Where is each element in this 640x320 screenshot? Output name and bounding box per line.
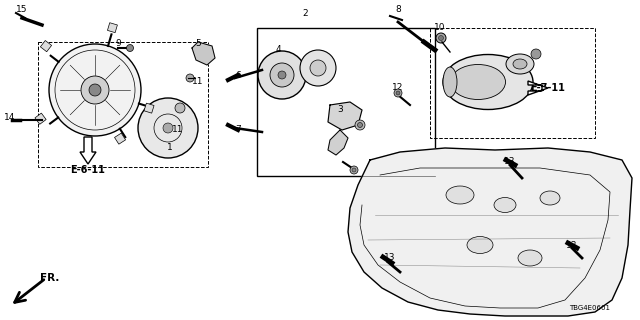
Text: 1: 1 xyxy=(167,143,173,153)
Text: 12: 12 xyxy=(392,84,404,92)
Circle shape xyxy=(270,63,294,87)
Circle shape xyxy=(127,44,134,52)
Text: FR.: FR. xyxy=(40,273,60,283)
Text: 9: 9 xyxy=(115,38,121,47)
Ellipse shape xyxy=(467,236,493,253)
Text: 11: 11 xyxy=(172,125,184,134)
Ellipse shape xyxy=(443,67,457,97)
Text: 10: 10 xyxy=(435,23,445,33)
Text: 2: 2 xyxy=(302,10,308,19)
Text: E-7-11: E-7-11 xyxy=(531,83,565,93)
Text: 13: 13 xyxy=(566,241,578,250)
Circle shape xyxy=(175,103,185,113)
Polygon shape xyxy=(328,102,362,130)
Text: 13: 13 xyxy=(384,253,396,262)
Circle shape xyxy=(186,74,194,82)
Circle shape xyxy=(394,89,402,97)
Text: 5: 5 xyxy=(195,38,201,47)
Text: E-6-11: E-6-11 xyxy=(70,165,106,175)
Text: 4: 4 xyxy=(275,45,281,54)
Ellipse shape xyxy=(451,65,506,100)
Polygon shape xyxy=(348,148,632,316)
Bar xyxy=(108,23,117,33)
Text: 13: 13 xyxy=(504,157,516,166)
Ellipse shape xyxy=(506,54,534,74)
Circle shape xyxy=(278,71,286,79)
Polygon shape xyxy=(192,42,215,65)
Polygon shape xyxy=(528,81,548,95)
Circle shape xyxy=(300,50,336,86)
Bar xyxy=(35,113,46,124)
Text: 8: 8 xyxy=(395,5,401,14)
Circle shape xyxy=(438,36,444,41)
Circle shape xyxy=(89,84,101,96)
Circle shape xyxy=(355,120,365,130)
Circle shape xyxy=(358,123,362,127)
Text: 3: 3 xyxy=(337,106,343,115)
Text: 6: 6 xyxy=(235,70,241,79)
Circle shape xyxy=(531,49,541,59)
Bar xyxy=(144,103,154,113)
Circle shape xyxy=(138,98,198,158)
Text: TBG4E0601: TBG4E0601 xyxy=(570,305,611,311)
Circle shape xyxy=(436,33,446,43)
Circle shape xyxy=(350,166,358,174)
Ellipse shape xyxy=(443,54,533,109)
Circle shape xyxy=(49,44,141,136)
Bar xyxy=(115,133,125,144)
Circle shape xyxy=(81,76,109,104)
Ellipse shape xyxy=(494,197,516,212)
Ellipse shape xyxy=(513,59,527,69)
Text: 15: 15 xyxy=(16,5,28,14)
Polygon shape xyxy=(328,130,348,155)
Circle shape xyxy=(396,91,400,95)
Ellipse shape xyxy=(518,250,542,266)
Circle shape xyxy=(310,60,326,76)
Polygon shape xyxy=(80,137,96,164)
Circle shape xyxy=(352,168,356,172)
Ellipse shape xyxy=(446,186,474,204)
Bar xyxy=(40,41,52,52)
Text: 11: 11 xyxy=(192,77,204,86)
Circle shape xyxy=(163,123,173,133)
Text: 7: 7 xyxy=(235,125,241,134)
Circle shape xyxy=(258,51,306,99)
Ellipse shape xyxy=(540,191,560,205)
Text: 14: 14 xyxy=(4,114,16,123)
